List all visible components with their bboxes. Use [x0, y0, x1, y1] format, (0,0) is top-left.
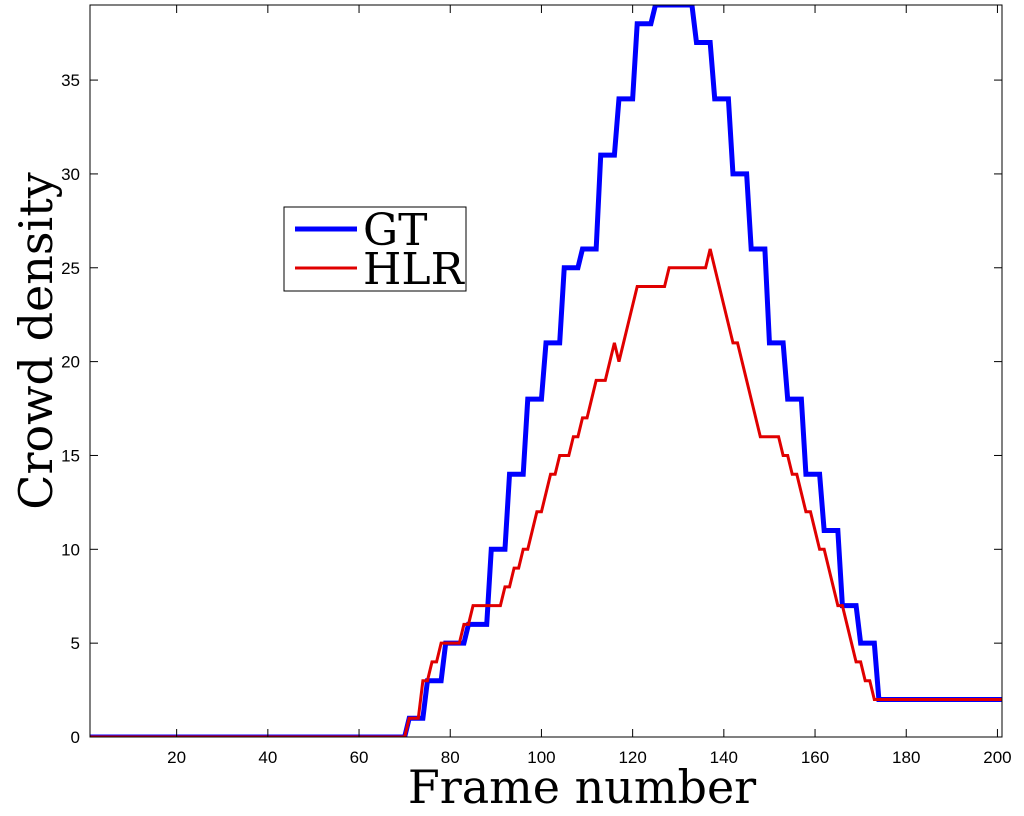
x-tick-label: 160 — [801, 748, 829, 767]
legend-label-gt: GT — [363, 205, 428, 256]
x-tick-label: 80 — [441, 748, 460, 767]
x-tick-label: 140 — [710, 748, 738, 767]
y-tick-label: 10 — [61, 540, 80, 559]
y-tick-label: 35 — [61, 71, 80, 90]
plot-frame — [89, 4, 1003, 738]
legend: GT HLR — [283, 205, 467, 295]
y-tick-label: 25 — [61, 259, 80, 278]
x-tick-label: 20 — [167, 748, 186, 767]
y-tick-label: 20 — [61, 353, 80, 372]
ticks-layer — [90, 5, 1002, 738]
x-tick-label: 120 — [618, 748, 646, 767]
tick-labels-layer: 20 40 60 80 100 120 140 160 180 200 0 5 10 15 20 25 30 35 — [61, 71, 1012, 767]
x-tick-label: 60 — [350, 748, 369, 767]
series-line-gt — [90, 5, 1002, 737]
series-layer — [90, 5, 1002, 737]
legend-box — [283, 206, 467, 292]
x-tick-label: 180 — [892, 748, 920, 767]
legend-label-hlr: HLR — [363, 244, 466, 295]
y-axis-title: Crowd density — [9, 172, 63, 509]
y-tick-label: 5 — [71, 634, 80, 653]
y-tick-label: 15 — [61, 446, 80, 465]
x-tick-label: 40 — [258, 748, 277, 767]
x-axis-title: Frame number — [408, 760, 756, 814]
y-tick-label: 30 — [61, 165, 80, 184]
y-tick-label: 0 — [71, 728, 80, 747]
series-line-hlr — [90, 248, 1002, 737]
x-tick-label: 100 — [527, 748, 555, 767]
x-tick-label: 200 — [983, 748, 1011, 767]
